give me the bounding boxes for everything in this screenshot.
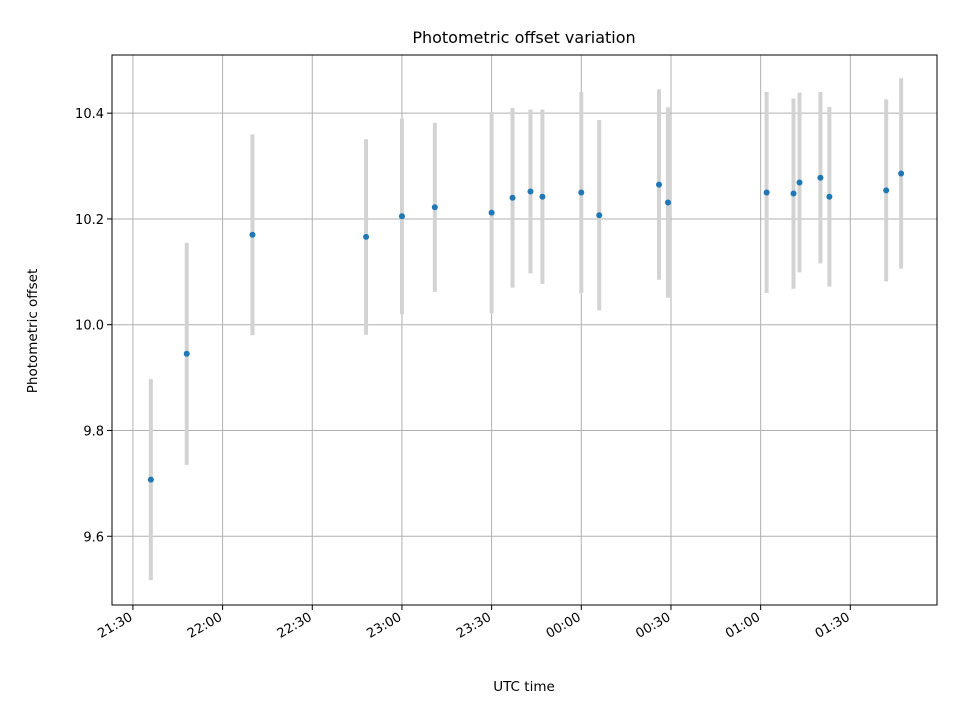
y-tick-label: 10.2 bbox=[75, 213, 104, 228]
data-point bbox=[183, 350, 190, 357]
data-point bbox=[883, 187, 890, 194]
y-tick-label: 10.4 bbox=[75, 107, 104, 122]
x-axis-label: UTC time bbox=[493, 679, 555, 695]
y-tick-label: 9.6 bbox=[83, 530, 104, 545]
data-point bbox=[817, 174, 824, 181]
y-axis-label: Photometric offset bbox=[25, 269, 41, 393]
y-tick-label: 10.0 bbox=[75, 319, 104, 334]
chart-title: Photometric offset variation bbox=[412, 28, 635, 47]
data-point bbox=[763, 189, 770, 196]
data-point bbox=[249, 231, 256, 238]
y-tick-label: 9.8 bbox=[83, 424, 104, 439]
y-axis-ticks: 9.6 9.8 10.0 10.2 10.4 bbox=[75, 107, 112, 545]
data-point bbox=[488, 209, 495, 216]
data-point bbox=[527, 188, 534, 195]
data-point bbox=[826, 193, 833, 200]
data-point bbox=[363, 233, 370, 240]
data-point bbox=[578, 189, 585, 196]
data-point bbox=[539, 193, 546, 200]
data-point bbox=[796, 179, 803, 186]
data-point bbox=[509, 194, 516, 201]
data-point bbox=[790, 190, 797, 197]
data-points bbox=[147, 170, 905, 483]
data-point bbox=[656, 181, 663, 188]
data-point bbox=[431, 204, 438, 211]
data-point bbox=[898, 170, 905, 177]
data-point bbox=[398, 213, 405, 220]
plot-frame bbox=[111, 54, 938, 606]
data-point bbox=[147, 476, 154, 483]
data-point bbox=[596, 212, 603, 219]
data-point bbox=[664, 199, 671, 206]
